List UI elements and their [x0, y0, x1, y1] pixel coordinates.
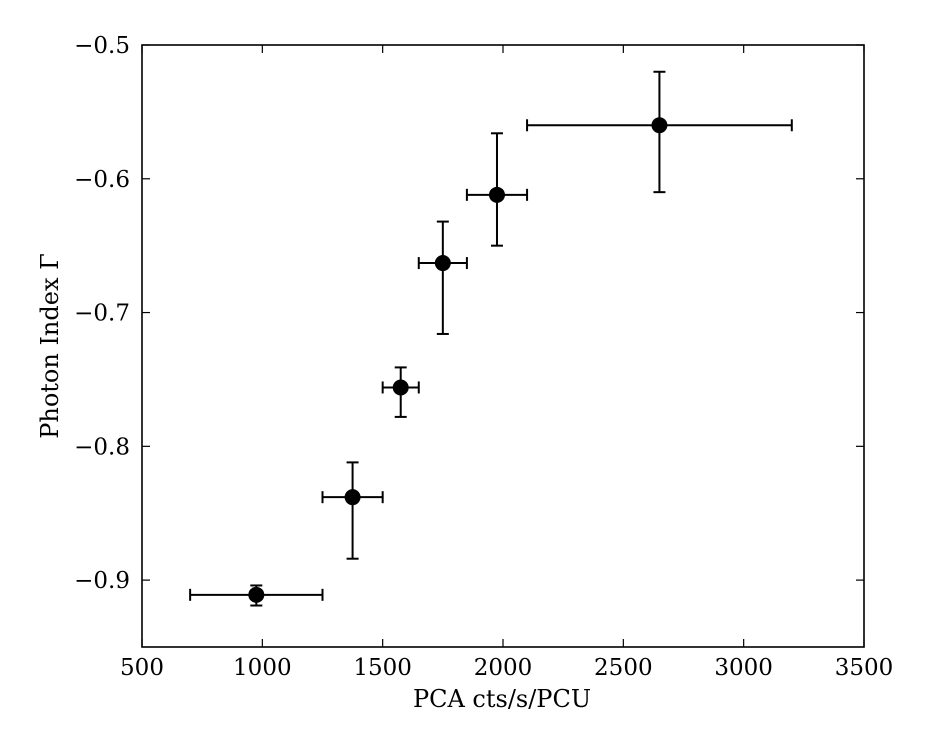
y-tick-label: −0.5: [74, 33, 130, 59]
x-tick-label: 500: [120, 655, 164, 681]
x-tick-label: 1500: [353, 655, 412, 681]
plot-frame: [141, 44, 865, 648]
x-axis-label: PCA cts/s/PCU: [413, 685, 591, 713]
x-tick-label: 1000: [233, 655, 292, 681]
x-tick-label: 2500: [594, 655, 653, 681]
data-point: [651, 117, 668, 134]
data-point: [344, 489, 361, 506]
x-tick-label: 3500: [835, 655, 894, 681]
y-tick-label: −0.7: [74, 301, 130, 327]
y-tick-label: −0.8: [74, 434, 130, 460]
data-point: [434, 255, 451, 272]
data-point: [392, 379, 409, 396]
x-tick-label: 2000: [474, 655, 533, 681]
plot-layer: 500 1000 1500 2000 2500 3000 3500 −0.9 −0.8 −0.7 −…: [74, 33, 893, 681]
y-tick-label: −0.9: [74, 568, 130, 594]
y-tick-label: −0.6: [74, 167, 130, 193]
data-point: [488, 186, 505, 203]
x-tick-label: 3000: [714, 655, 773, 681]
y-axis-label: Photon Index Γ: [36, 253, 64, 439]
data-point: [248, 586, 265, 603]
